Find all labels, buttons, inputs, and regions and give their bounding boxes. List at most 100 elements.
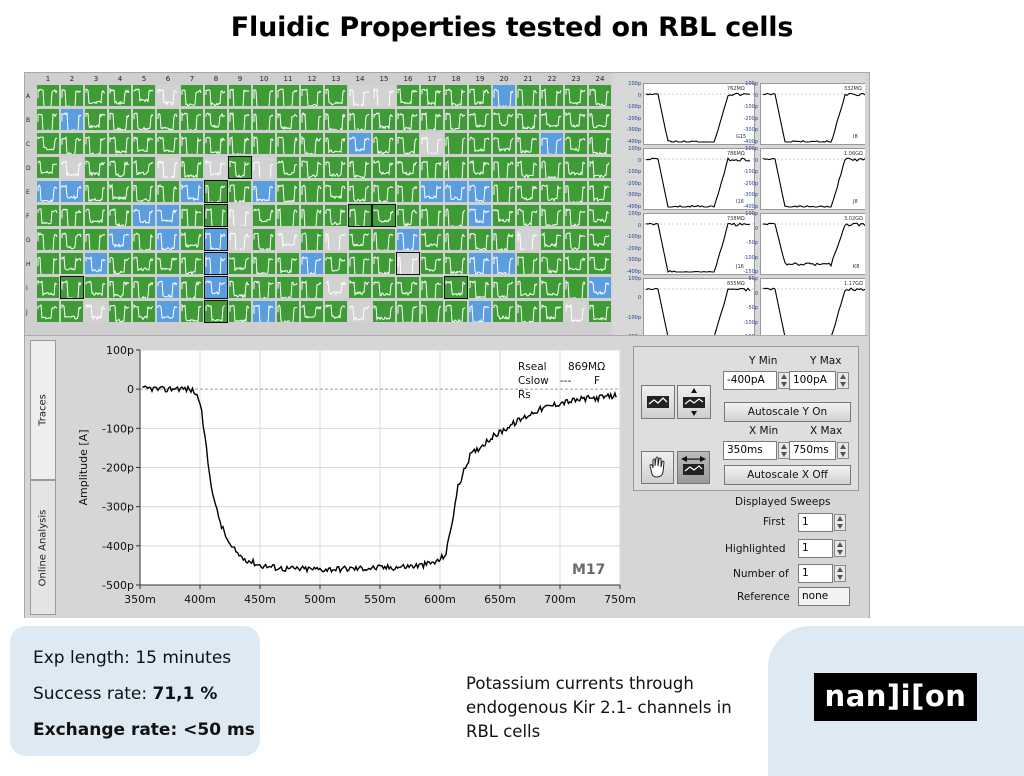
plate-well[interactable] (541, 109, 563, 130)
plate-well[interactable] (589, 157, 611, 178)
plate-well[interactable] (61, 253, 83, 274)
plate-well[interactable] (133, 277, 155, 298)
plate-well[interactable] (541, 301, 563, 322)
plate-well[interactable] (253, 85, 275, 106)
plate-well[interactable] (205, 133, 227, 154)
plate-well[interactable] (589, 253, 611, 274)
plate-well[interactable] (205, 157, 227, 178)
plate-well[interactable] (301, 157, 323, 178)
plate-well[interactable] (493, 205, 515, 226)
plate-well[interactable] (349, 301, 371, 322)
plate-well[interactable] (61, 181, 83, 202)
plate-well[interactable] (589, 205, 611, 226)
plate-well[interactable] (109, 253, 131, 274)
plate-well[interactable] (493, 253, 515, 274)
plate-well[interactable] (205, 301, 227, 322)
plate-well[interactable] (229, 301, 251, 322)
plate-well[interactable] (253, 181, 275, 202)
plate-well[interactable] (253, 253, 275, 274)
plate-well[interactable] (421, 109, 443, 130)
plate-well[interactable] (517, 181, 539, 202)
plate-well[interactable] (301, 85, 323, 106)
plate-well[interactable] (85, 181, 107, 202)
tab-online-analysis[interactable]: Online Analysis (30, 480, 56, 615)
plate-well[interactable] (349, 205, 371, 226)
plate-well[interactable] (37, 229, 59, 250)
plate-well[interactable] (565, 205, 587, 226)
plate-well[interactable] (157, 301, 179, 322)
plate-well[interactable] (301, 133, 323, 154)
plate-well[interactable] (85, 301, 107, 322)
plate-well[interactable] (85, 253, 107, 274)
y-min-field[interactable]: -400pA (723, 371, 777, 390)
plate-well[interactable] (229, 157, 251, 178)
plate-well[interactable] (61, 301, 83, 322)
plate-well[interactable] (565, 85, 587, 106)
plate-well[interactable] (445, 277, 467, 298)
plate-well[interactable] (109, 133, 131, 154)
mini-trace-plot[interactable] (643, 148, 755, 210)
plate-well[interactable] (205, 205, 227, 226)
plate-well[interactable] (157, 181, 179, 202)
plate-well[interactable] (181, 205, 203, 226)
plate-well[interactable] (133, 229, 155, 250)
plate-well[interactable] (253, 205, 275, 226)
plate-well[interactable] (469, 133, 491, 154)
plate-well[interactable] (325, 133, 347, 154)
plate-well[interactable] (589, 277, 611, 298)
plate-well[interactable] (445, 253, 467, 274)
plate-well[interactable] (253, 277, 275, 298)
plate-well[interactable] (373, 181, 395, 202)
plate-well[interactable] (421, 85, 443, 106)
mini-trace-plot[interactable] (760, 213, 865, 275)
plate-well[interactable] (205, 277, 227, 298)
plate-well[interactable] (517, 109, 539, 130)
plate-well[interactable] (421, 229, 443, 250)
plate-well[interactable] (397, 301, 419, 322)
number-of-sweeps-field[interactable]: 1 (798, 564, 833, 583)
plate-well[interactable] (205, 109, 227, 130)
plate-well[interactable] (37, 85, 59, 106)
plate-well[interactable] (349, 157, 371, 178)
plate-well[interactable] (373, 205, 395, 226)
plate-well[interactable] (565, 277, 587, 298)
plate-well[interactable] (85, 277, 107, 298)
plate-well[interactable] (229, 181, 251, 202)
plate-well[interactable] (205, 253, 227, 274)
plate-well[interactable] (493, 229, 515, 250)
plate-well[interactable] (277, 85, 299, 106)
plate-well[interactable] (181, 85, 203, 106)
plate-well[interactable] (325, 253, 347, 274)
plate-well[interactable] (541, 85, 563, 106)
plate-well[interactable] (541, 133, 563, 154)
plate-well[interactable] (301, 229, 323, 250)
mini-trace-plot[interactable] (760, 278, 865, 335)
plate-well[interactable] (589, 181, 611, 202)
plate-well[interactable] (61, 133, 83, 154)
plate-well[interactable] (397, 109, 419, 130)
plate-well[interactable] (133, 253, 155, 274)
plate-well[interactable] (469, 205, 491, 226)
plate-well[interactable] (469, 253, 491, 274)
plate-well[interactable] (589, 133, 611, 154)
plate-well[interactable] (397, 205, 419, 226)
plate-well[interactable] (61, 229, 83, 250)
plate-well[interactable] (109, 301, 131, 322)
x-min-field[interactable]: 350ms (723, 441, 777, 460)
reference-field[interactable]: none (798, 587, 850, 606)
plate-well[interactable] (541, 157, 563, 178)
plate-well[interactable] (157, 205, 179, 226)
x-max-field[interactable]: 750ms (789, 441, 836, 460)
plate-well[interactable] (325, 205, 347, 226)
plate-well[interactable] (397, 181, 419, 202)
plate-well[interactable] (565, 109, 587, 130)
plate-well[interactable] (397, 85, 419, 106)
plate-well[interactable] (589, 85, 611, 106)
plate-well[interactable] (493, 109, 515, 130)
plate-well[interactable] (133, 181, 155, 202)
plate-well[interactable] (325, 301, 347, 322)
plate-well[interactable] (109, 157, 131, 178)
plate-well[interactable] (421, 253, 443, 274)
plate-well[interactable] (109, 277, 131, 298)
plate-well[interactable] (349, 133, 371, 154)
